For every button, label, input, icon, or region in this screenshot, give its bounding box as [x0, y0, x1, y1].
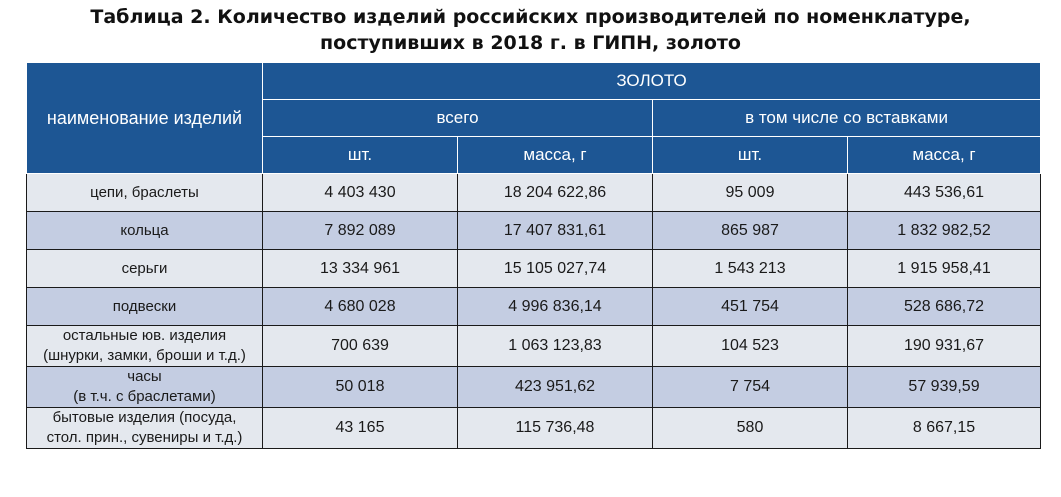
cell-item-name: подвески	[26, 287, 263, 326]
item-name-line-1: серьги	[121, 259, 168, 277]
gold-items-table: наименование изделий ЗОЛОТО всего в том …	[26, 62, 1042, 449]
cell-total-pcs: 7 892 089	[262, 211, 458, 250]
item-name-line-1: остальные юв. изделия	[62, 327, 227, 344]
table-header: наименование изделий ЗОЛОТО всего в том …	[26, 62, 1042, 174]
cell-item-name: остальные юв. изделия (шнурки, замки, бро…	[26, 325, 263, 367]
cell-inserts-pcs: 104 523	[652, 325, 848, 367]
item-name-line-2: (шнурки, замки, броши и т.д.)	[43, 347, 246, 364]
cell-inserts-mass: 57 939,59	[846, 366, 1042, 408]
table-title-line-1: Таблица 2. Количество изделий российских…	[90, 6, 971, 28]
cell-inserts-mass: 443 536,61	[846, 173, 1042, 212]
cell-total-pcs: 700 639	[262, 325, 458, 367]
item-name-line-1: часы	[127, 368, 162, 385]
cell-total-mass: 17 407 831,61	[457, 211, 653, 250]
cell-inserts-mass: 8 667,15	[846, 407, 1042, 449]
table-row: часы (в т.ч. с браслетами) 50 018 423 951,6…	[26, 366, 1042, 408]
header-inserts-pcs: шт.	[652, 136, 848, 174]
cell-inserts-pcs: 95 009	[652, 173, 848, 212]
cell-total-mass: 1 063 123,83	[457, 325, 653, 367]
cell-inserts-pcs: 1 543 213	[652, 249, 848, 288]
cell-total-pcs: 13 334 961	[262, 249, 458, 288]
header-item-name: наименование изделий	[26, 62, 263, 174]
item-name-line-1: кольца	[120, 221, 169, 239]
cell-total-mass: 423 951,62	[457, 366, 653, 408]
cell-item-name: кольца	[26, 211, 263, 250]
cell-inserts-pcs: 580	[652, 407, 848, 449]
table-row: серьги 13 334 961 15 105 027,74 1 543 213 1 …	[26, 249, 1042, 288]
item-name-line-2: (в т.ч. с браслетами)	[73, 388, 216, 405]
table-row: подвески 4 680 028 4 996 836,14 451 754 528 …	[26, 287, 1042, 326]
table-body: цепи, браслеты 4 403 430 18 204 622,86 95 0…	[26, 173, 1042, 449]
cell-total-mass: 4 996 836,14	[457, 287, 653, 326]
header-total-mass: масса, г	[457, 136, 653, 174]
header-metal: ЗОЛОТО	[261, 62, 1042, 100]
cell-total-mass: 115 736,48	[457, 407, 653, 449]
table-row: кольца 7 892 089 17 407 831,61 865 987 1 832…	[26, 211, 1042, 250]
cell-total-mass: 15 105 027,74	[457, 249, 653, 288]
item-name-line-1: цепи, браслеты	[90, 183, 199, 201]
cell-inserts-mass: 1 915 958,41	[846, 249, 1042, 288]
cell-inserts-pcs: 451 754	[652, 287, 848, 326]
cell-total-pcs: 43 165	[262, 407, 458, 449]
cell-inserts-mass: 1 832 982,52	[846, 211, 1042, 250]
header-total-pcs: шт.	[262, 136, 458, 174]
cell-total-pcs: 50 018	[262, 366, 458, 408]
item-name-line-1: подвески	[112, 297, 177, 315]
cell-inserts-mass: 528 686,72	[846, 287, 1042, 326]
item-name-line-1: бытовые изделия (посуда,	[52, 409, 237, 426]
cell-item-name: серьги	[26, 249, 263, 288]
table-row: бытовые изделия (посуда, стол. прин., сув…	[26, 407, 1042, 449]
cell-item-name: бытовые изделия (посуда, стол. прин., сув…	[26, 407, 263, 449]
cell-inserts-pcs: 7 754	[652, 366, 848, 408]
header-group-inserts: в том числе со вставками	[651, 99, 1042, 137]
header-inserts-mass: масса, г	[846, 136, 1042, 174]
cell-total-pcs: 4 680 028	[262, 287, 458, 326]
table-title-line-2: поступивших в 2018 г. в ГИПН, золото	[320, 32, 741, 54]
cell-total-mass: 18 204 622,86	[457, 173, 653, 212]
table-row: остальные юв. изделия (шнурки, замки, бро…	[26, 325, 1042, 367]
table-row: цепи, браслеты 4 403 430 18 204 622,86 95 0…	[26, 173, 1042, 212]
cell-inserts-mass: 190 931,67	[846, 325, 1042, 367]
item-name-line-2: стол. прин., сувениры и т.д.)	[46, 429, 243, 446]
cell-inserts-pcs: 865 987	[652, 211, 848, 250]
cell-item-name: цепи, браслеты	[26, 173, 263, 212]
header-group-total: всего	[262, 99, 653, 137]
table-title: Таблица 2. Количество изделий российских…	[0, 4, 1061, 56]
cell-total-pcs: 4 403 430	[262, 173, 458, 212]
cell-item-name: часы (в т.ч. с браслетами)	[26, 366, 263, 408]
